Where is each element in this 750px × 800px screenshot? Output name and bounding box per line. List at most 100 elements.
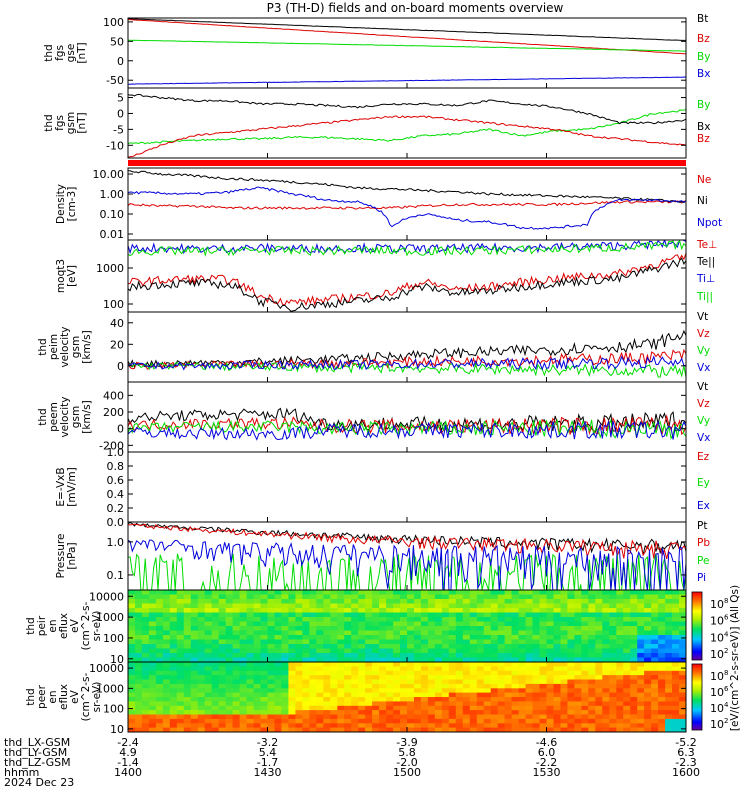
y-tick-label: 0 xyxy=(117,107,124,120)
series-fgs_gsm-0 xyxy=(128,109,686,145)
legend-efield: Ex xyxy=(697,500,710,512)
series-temperature-3 xyxy=(128,240,686,257)
x-tick-label: 6.0 xyxy=(538,746,556,759)
legend-peim_velocity: Vz xyxy=(697,328,710,340)
y-tick-label: 0 xyxy=(117,423,124,436)
y-axis-label: peer xyxy=(36,684,48,709)
panel-frame xyxy=(127,167,687,241)
panel-temperature: 1000 100 moqt3 [eV] Te⊥ Te|| Ti⊥ Ti|| xyxy=(55,239,717,313)
y-axis-label: sr-eV) xyxy=(91,682,103,713)
x-tick-label: -4.6 xyxy=(536,736,557,749)
y-axis-label: [km/s] xyxy=(81,330,93,364)
colorbar-tick: 104 xyxy=(710,701,729,715)
y-tick-label: -5 xyxy=(113,123,124,136)
y-tick-label: 0.1 xyxy=(107,569,125,582)
spectrogram-peir xyxy=(128,590,686,662)
y-tick-label: 1000 xyxy=(96,682,124,695)
legend-efield: Ez xyxy=(697,451,710,463)
panel-frame xyxy=(127,87,687,159)
y-tick-label: -10 xyxy=(106,139,124,152)
legend-pressure: Pe xyxy=(697,555,709,567)
y-axis-label: peir xyxy=(36,615,48,636)
x-tick-label: -2.3 xyxy=(675,756,696,769)
y-axis-label: fgs xyxy=(54,115,66,131)
y-tick-label: -50 xyxy=(106,74,124,87)
panel-frame xyxy=(127,311,687,383)
colorbar-tick: 102 xyxy=(710,647,728,661)
legend-peim_velocity: Vy xyxy=(697,345,710,357)
panel-peem_velocity: 400 200 0 -200 thd peem velocity gsm [km/s] Vt Vz V… xyxy=(37,381,710,453)
x-tick-label: -1.4 xyxy=(117,756,138,769)
legend-temperature: Te|| xyxy=(696,256,715,268)
x-row-label: hhmm xyxy=(4,766,39,779)
y-tick-label: 0.01 xyxy=(100,228,125,241)
y-tick-label: 20 xyxy=(110,338,124,351)
series-peem_velocity-2 xyxy=(128,418,686,440)
y-tick-label: 10 xyxy=(110,723,124,736)
y-axis-label: gsm xyxy=(70,336,82,358)
panel-pressure: 1.0 0.1 Pressure [nPa] Pt Pb Pe Pi xyxy=(55,520,710,591)
y-tick-label: 10.00 xyxy=(93,168,125,181)
panel-peim_velocity: 40 20 0 thd peim velocity gsm [km/s] Vt Vz Vy Vx xyxy=(37,311,710,383)
panel-peir: 108 106 104 102 10000 1000 100 10 thd peir en eflux… xyxy=(25,589,729,666)
x-tick-label: -2.0 xyxy=(396,756,417,769)
y-tick-label: 1.0 xyxy=(107,536,125,549)
series-pressure-3 xyxy=(128,539,686,590)
y-axis-label: eV xyxy=(69,689,81,703)
x-tick-label: 6.3 xyxy=(677,746,695,759)
legend-density: Npot xyxy=(697,217,722,229)
y-axis-label: [eV] xyxy=(66,265,78,287)
y-axis-label: peem xyxy=(48,402,60,432)
y-axis-label: gsm xyxy=(65,112,77,134)
y-axis-label: Density xyxy=(55,184,67,224)
y-axis-label: [nT] xyxy=(76,112,88,133)
y-tick-label: 0.10 xyxy=(100,208,125,221)
series-fgs_gsm-2 xyxy=(128,115,686,158)
series-fgs_gse-2 xyxy=(128,39,686,52)
y-tick-label: 5 xyxy=(117,92,124,105)
y-axis-label: Pressure xyxy=(55,534,67,579)
separator-bar xyxy=(128,160,686,166)
legend-fgs_gse: Bz xyxy=(697,33,710,45)
y-tick-label: 0.6 xyxy=(107,474,125,487)
legend-fgs_gsm: Bz xyxy=(697,133,710,145)
x-tick-label: 5.8 xyxy=(398,746,416,759)
y-tick-label: 1000 xyxy=(96,262,124,275)
legend-temperature: Ti⊥ xyxy=(696,273,715,285)
x-row-label: thd_LZ-GSM xyxy=(4,756,71,769)
legend-fgs_gsm: By xyxy=(697,99,710,111)
x-row-label: thd_LX-GSM xyxy=(4,736,70,749)
y-axis-label: eflux xyxy=(58,684,70,710)
series-fgs_gse-1 xyxy=(128,19,686,55)
y-tick-label: 10000 xyxy=(89,662,124,675)
y-tick-label: 1.00 xyxy=(100,188,125,201)
y-axis-label: gsm xyxy=(70,406,82,428)
y-tick-label: 1.0 xyxy=(107,446,125,459)
y-tick-label: 0.2 xyxy=(107,502,125,515)
y-tick-label: 0.4 xyxy=(107,488,125,501)
x-tick-label: -2.2 xyxy=(536,756,557,769)
legend-fgs_gse: By xyxy=(697,51,710,63)
x-tick-label: 1530 xyxy=(533,766,561,779)
x-tick-label: 1430 xyxy=(254,766,282,779)
colorbar-tick: 108 xyxy=(710,669,728,683)
y-axis-label: fgs xyxy=(54,45,66,61)
colorbar-tick: 102 xyxy=(710,717,728,731)
y-axis-label: eV xyxy=(69,618,81,632)
y-tick-label: 100 xyxy=(103,298,124,311)
y-axis-label: [km/s] xyxy=(81,400,93,434)
y-axis-label: (cm^2-s- xyxy=(80,672,92,721)
series-density-0 xyxy=(128,200,686,210)
y-axis-label: [mV/m] xyxy=(66,467,78,506)
y-axis-label: en xyxy=(47,619,59,632)
y-axis-label: gse xyxy=(65,44,77,63)
x-axis: thd_LX-GSM -2.4 -3.2 -3.9 -4.6 -5.2 thd_LY-GSM… xyxy=(4,736,700,789)
legend-density: Ni xyxy=(697,195,708,207)
x-tick-label: 1400 xyxy=(114,766,142,779)
y-axis-label: [cm-3] xyxy=(66,187,78,222)
series-fgs_gse-0 xyxy=(128,18,686,41)
y-tick-label: 40 xyxy=(110,317,124,330)
colorbar-tick: 108 xyxy=(710,597,728,611)
y-tick-label: 50 xyxy=(110,35,124,48)
